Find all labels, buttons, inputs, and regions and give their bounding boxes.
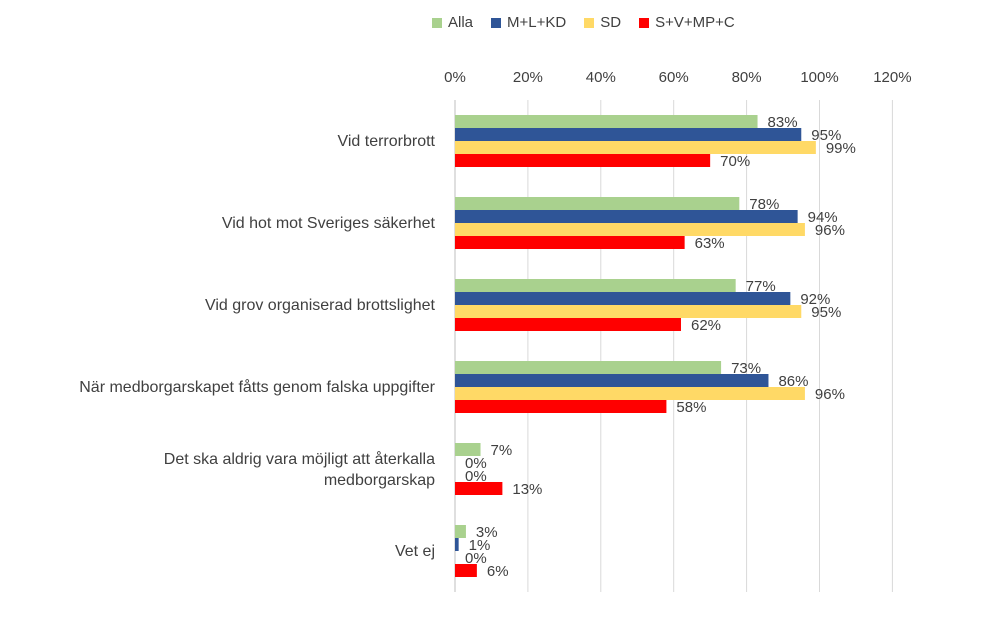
bar	[455, 400, 667, 413]
data-label: 3%	[476, 524, 498, 541]
data-label: 63%	[695, 235, 725, 252]
category-label: Vet ej	[395, 543, 435, 560]
data-label: 70%	[720, 153, 750, 170]
data-label: 99%	[826, 140, 856, 157]
category-labels: Vid terrorbrott Vid hot mot Sveriges säke…	[79, 133, 435, 560]
x-tick-label: 20%	[513, 69, 543, 86]
x-tick-label: 100%	[800, 69, 838, 86]
data-label: 6%	[487, 563, 509, 580]
x-tick-label: 120%	[873, 69, 911, 86]
bar	[455, 141, 816, 154]
x-axis-ticks: 0% 20% 40% 60% 80% 100% 120%	[444, 69, 911, 86]
bar	[455, 128, 802, 141]
category-label: När medborgarskapet fåtts genom falska u…	[79, 378, 435, 396]
data-label: 1%	[469, 537, 491, 554]
bar	[455, 538, 459, 551]
data-label: 96%	[815, 222, 845, 239]
bar	[455, 525, 466, 538]
data-label: 0%	[465, 455, 487, 472]
data-label: 95%	[811, 304, 841, 321]
data-label: 92%	[800, 291, 830, 308]
legend-label: M+L+KD	[507, 14, 567, 31]
legend: Alla M+L+KD SD S+V+MP+C	[432, 14, 753, 31]
legend-swatch	[491, 17, 502, 28]
legend-swatch	[432, 17, 442, 28]
legend-label: Alla	[448, 14, 474, 31]
x-tick-label: 0%	[444, 69, 466, 86]
data-label: 0%	[465, 550, 487, 567]
legend-label: S+V+MP+C	[655, 14, 735, 31]
bar	[455, 482, 503, 495]
bar	[455, 564, 477, 577]
legend-item: S+V+MP+C	[639, 14, 735, 31]
data-label: 78%	[749, 196, 779, 213]
bar	[455, 318, 681, 331]
data-label: 94%	[808, 209, 838, 226]
data-label: 95%	[811, 127, 841, 144]
data-label: 62%	[691, 317, 721, 334]
category-label: Vid terrorbrott	[337, 133, 435, 150]
legend-swatch	[639, 17, 650, 28]
category-label: Vid grov organiserad brottslighet	[205, 297, 436, 314]
bar	[455, 236, 685, 249]
data-label: 13%	[512, 481, 542, 498]
data-label: 83%	[768, 114, 798, 131]
bars	[455, 115, 816, 577]
data-labels: 83%95%99%70%78%94%96%63%77%92%95%62%73%8…	[465, 114, 856, 580]
bar	[455, 154, 711, 167]
category-label-line: Det ska aldrig vara möjligt att återkall…	[164, 450, 435, 468]
x-tick-label: 80%	[732, 69, 762, 86]
data-label: 77%	[746, 278, 776, 295]
data-label: 58%	[676, 399, 706, 416]
legend-item: Alla	[432, 14, 473, 31]
category-label: Vid hot mot Sveriges säkerhet	[222, 215, 436, 232]
data-label: 73%	[731, 360, 761, 377]
data-label: 0%	[465, 468, 487, 485]
data-label: 86%	[778, 373, 808, 390]
bar	[455, 223, 805, 236]
bar	[455, 387, 805, 400]
data-label: 7%	[491, 442, 513, 459]
bar	[455, 305, 802, 318]
legend-label: SD	[600, 14, 622, 31]
bar	[455, 210, 798, 223]
bar	[455, 443, 481, 456]
data-label: 96%	[815, 386, 845, 403]
bar	[455, 374, 769, 387]
bar	[455, 197, 740, 210]
bar	[455, 292, 791, 305]
category-label-line: medborgarskap	[324, 472, 435, 489]
legend-item: M+L+KD	[491, 14, 566, 31]
x-tick-label: 60%	[659, 69, 689, 86]
gridlines	[454, 100, 893, 592]
legend-item: SD	[584, 14, 621, 31]
bar	[455, 115, 758, 128]
legend-swatch	[584, 17, 595, 28]
x-tick-label: 40%	[586, 69, 616, 86]
bar	[455, 279, 736, 292]
bar	[455, 361, 722, 374]
category-label: Det ska aldrig vara möjligt att återkall…	[164, 450, 435, 489]
